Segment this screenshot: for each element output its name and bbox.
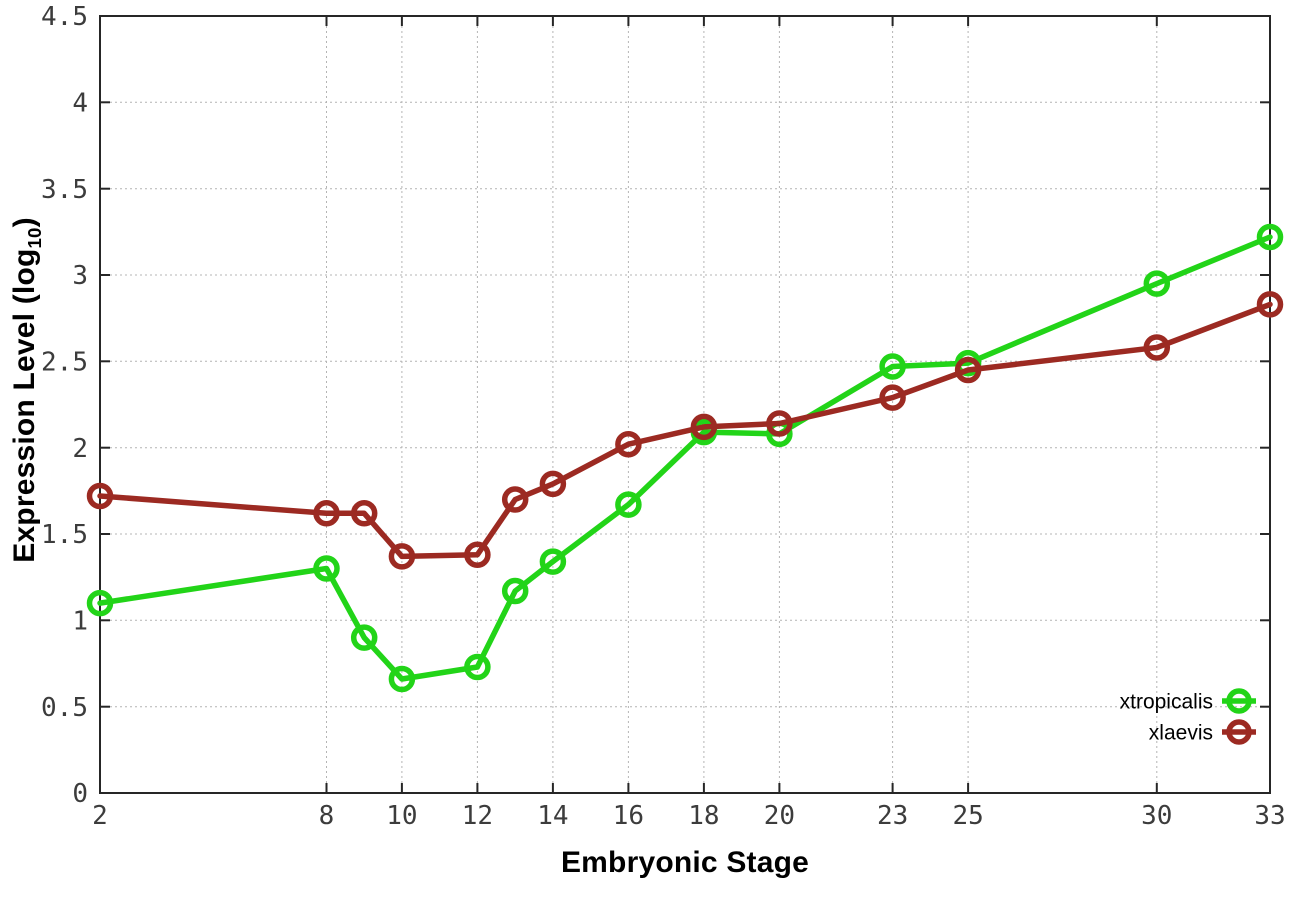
legend-label-xtropicalis: xtropicalis [1120, 690, 1213, 713]
data-point-xlaevis-12 [464, 541, 491, 568]
data-point-xlaevis-16 [615, 430, 642, 458]
x-tick-label: 16 [613, 801, 644, 831]
data-point-xtropicalis-2 [86, 589, 114, 617]
data-point-xlaevis-30 [1143, 334, 1171, 361]
x-tick-label: 8 [319, 801, 335, 831]
axis-ticks [99, 15, 1271, 794]
y-tick-label: 4.5 [41, 2, 88, 32]
data-point-xlaevis-2 [86, 482, 114, 510]
legend-marker-xtropicalis [1226, 688, 1252, 714]
data-point-xtropicalis-23 [879, 353, 906, 380]
legend-item-xlaevis: xlaevis [1149, 719, 1256, 745]
data-point-xlaevis-23 [879, 384, 906, 411]
y-tick-label: 2.5 [41, 347, 88, 377]
y-tick-label: 0.5 [41, 693, 88, 723]
y-axis-title-text: Expression Level (log [8, 248, 41, 563]
data-point-xtropicalis-14 [539, 548, 567, 575]
data-point-xlaevis-25 [954, 356, 982, 384]
series-line-xtropicalis [97, 234, 1273, 682]
y-tick-labels: 0 0.5 1 1.5 2 2.5 3 3.5 4 4.5 [41, 2, 88, 809]
legend: xtropicalis xlaevis [1120, 688, 1256, 745]
series-line-xlaevis [97, 301, 1273, 560]
data-point-xlaevis-33 [1256, 291, 1284, 318]
data-point-xtropicalis-33 [1256, 223, 1284, 251]
data-point-xlaevis-18 [690, 413, 718, 441]
y-tick-label: 0 [72, 779, 88, 809]
y-tick-label: 1 [72, 606, 88, 636]
legend-label-xlaevis: xlaevis [1149, 721, 1213, 744]
y-tick-label: 3.5 [41, 175, 88, 205]
legend-item-xtropicalis: xtropicalis [1120, 688, 1256, 714]
x-tick-label: 12 [462, 801, 493, 831]
data-point-xtropicalis-10 [388, 665, 416, 693]
gridlines [100, 16, 1270, 793]
series-xlaevis [86, 291, 1284, 570]
data-point-xlaevis-13 [501, 486, 529, 513]
x-tick-label: 33 [1254, 801, 1285, 831]
x-tick-label: 20 [764, 801, 795, 831]
x-tick-label: 2 [92, 801, 108, 831]
y-tick-label: 4 [72, 88, 88, 118]
y-axis-title: Expression Level (log10) [8, 217, 46, 563]
data-point-xtropicalis-13 [501, 577, 529, 605]
x-tick-labels: 2 8 10 12 14 16 18 20 23 25 30 33 [92, 801, 1285, 831]
data-point-xlaevis-9 [350, 500, 378, 527]
data-point-xtropicalis-8 [313, 555, 340, 582]
x-tick-label: 10 [386, 801, 417, 831]
data-point-xtropicalis-30 [1143, 270, 1171, 297]
data-point-xlaevis-10 [388, 543, 416, 570]
data-point-xlaevis-14 [539, 470, 567, 498]
x-tick-label: 30 [1141, 801, 1172, 831]
legend-marker-xlaevis [1226, 719, 1252, 745]
x-tick-label: 23 [877, 801, 908, 831]
x-tick-label: 25 [952, 801, 983, 831]
y-tick-label: 3 [72, 261, 88, 291]
y-axis-title-close: ) [8, 217, 41, 228]
x-axis-title: Embryonic Stage [560, 846, 810, 879]
data-point-xtropicalis-12 [464, 653, 491, 681]
data-point-xtropicalis-16 [615, 491, 642, 518]
data-point-xlaevis-8 [313, 500, 340, 527]
x-tick-label: 18 [688, 801, 719, 831]
y-axis-title-subscript: 10 [24, 227, 45, 249]
y-tick-label: 1.5 [41, 520, 88, 550]
data-point-xtropicalis-9 [350, 624, 378, 651]
plot-border [99, 15, 1271, 794]
data-point-xlaevis-20 [766, 410, 793, 437]
x-tick-label: 14 [537, 801, 568, 831]
y-tick-label: 2 [72, 434, 88, 464]
